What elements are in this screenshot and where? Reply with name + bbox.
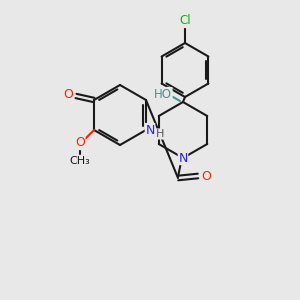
- Text: N: N: [178, 152, 188, 164]
- Text: Cl: Cl: [179, 14, 191, 28]
- Text: HO: HO: [154, 88, 172, 100]
- Text: H: H: [156, 129, 164, 139]
- Text: O: O: [75, 136, 85, 149]
- Text: CH₃: CH₃: [70, 156, 90, 166]
- Text: O: O: [201, 169, 211, 182]
- Text: N: N: [145, 124, 155, 136]
- Text: O: O: [63, 88, 73, 101]
